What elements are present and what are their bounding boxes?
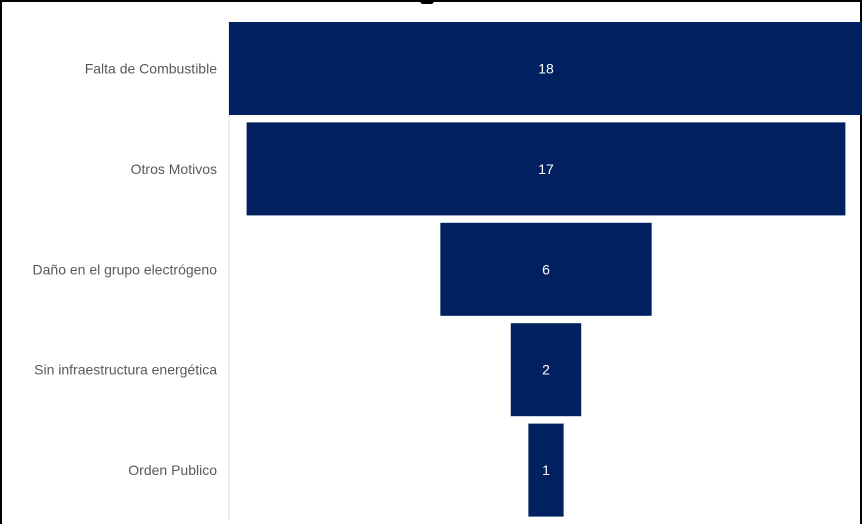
funnel-bar	[229, 22, 862, 115]
funnel-bar	[246, 122, 846, 216]
bar-value-label: 1	[542, 462, 550, 478]
category-tick-label: Falta de Combustible	[85, 61, 218, 77]
funnel-bar	[440, 222, 652, 316]
value-labels: 18 17 6 2 1	[538, 61, 554, 479]
cropped-title-fragment	[420, 0, 434, 4]
bar-value-label: 18	[538, 61, 554, 77]
funnel-bar	[510, 323, 582, 417]
category-tick-label: Daño en el grupo electrógeno	[33, 261, 218, 277]
bar-value-label: 17	[538, 161, 554, 177]
category-tick-label: Orden Publico	[128, 462, 217, 478]
bar-value-label: 2	[542, 362, 550, 378]
category-labels: Falta de Combustible Otros Motivos Daño en…	[33, 61, 218, 479]
funnel-bars	[229, 22, 862, 517]
category-tick-label: Otros Motivos	[131, 161, 217, 177]
bar-value-label: 6	[542, 261, 550, 277]
funnel-bar	[528, 423, 564, 517]
category-tick-label: Sin infraestructura energética	[34, 362, 217, 378]
